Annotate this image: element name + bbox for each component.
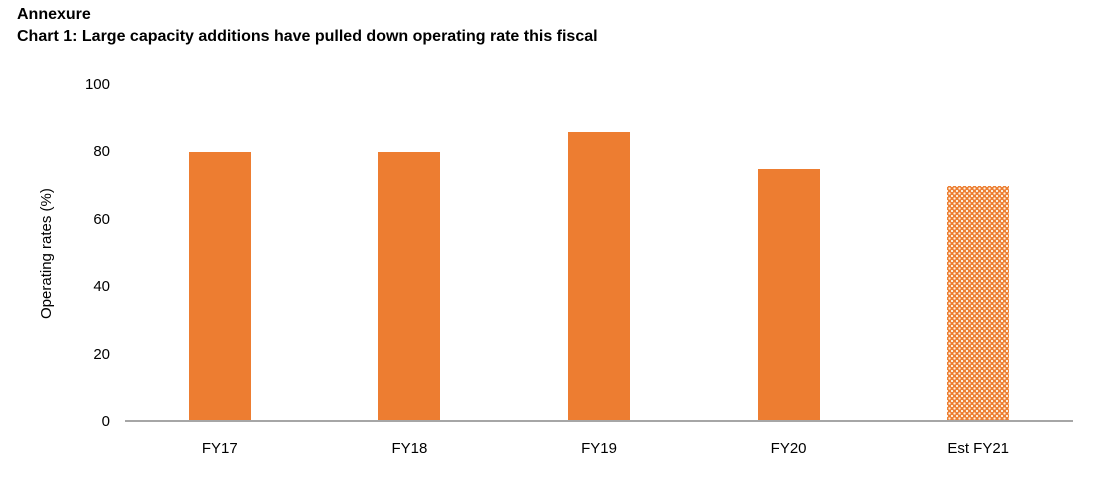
chart-header: Annexure Chart 1: Large capacity additio… [17,4,598,48]
y-axis-ticks: 100 80 60 40 20 0 [40,0,110,478]
bar-est-fy21 [947,186,1010,422]
bar-fy19 [568,132,630,422]
y-tick-label: 40 [93,278,110,296]
y-tick-label: 60 [93,210,110,228]
bar-fy20 [757,169,820,422]
x-axis-label: FY17 [201,440,238,457]
x-axis-labels: FY17 FY18 FY19 FY20 Est FY21 [125,440,1073,462]
y-tick-label: 20 [93,345,110,363]
annexure-heading: Annexure [17,6,91,23]
x-axis-label: Est FY21 [947,440,1010,457]
chart-title: Chart 1: Large capacity additions have p… [17,28,598,45]
y-tick-label: 80 [93,143,110,161]
y-tick-label: 100 [84,76,110,93]
bar-fy17 [188,152,251,422]
x-axis-label: FY19 [581,440,617,457]
x-axis-label: FY18 [391,440,428,457]
y-tick-label: 0 [101,413,110,430]
x-axis-line [125,420,1073,422]
plot-area [125,85,1073,422]
x-axis-label: FY20 [770,440,807,457]
bar-fy18 [378,152,441,422]
